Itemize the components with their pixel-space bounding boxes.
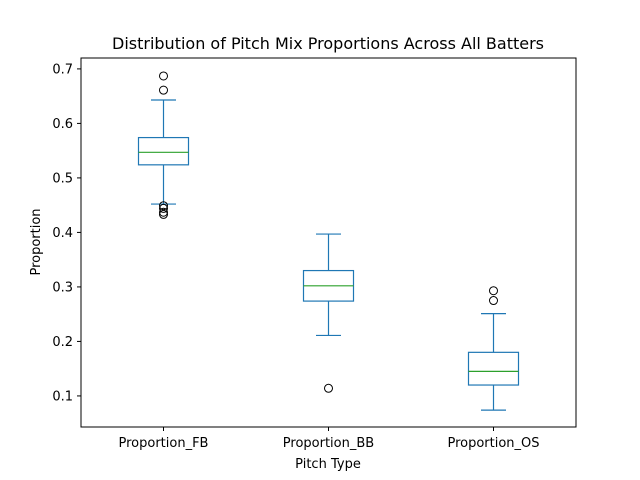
x-tick-label: Proportion_OS [447,436,539,451]
outlier-proportion-fb [159,203,168,213]
outlier-proportion-fb [159,201,168,211]
box-proportion-fb [137,136,190,166]
x-tick-label: Proportion_FB [119,436,209,451]
outlier-proportion-fb [159,209,168,219]
y-tick-label: 0.3 [52,280,73,295]
y-tick-label: 0.1 [52,389,73,404]
outlier-proportion-os [489,286,498,296]
y-tick-label: 0.4 [52,226,73,241]
outlier-proportion-fb [159,207,168,217]
outlier-proportion-bb [324,383,333,393]
plot-area: 0.1 0.2 0.3 0.4 0.5 0.6 0.7 Proportion_FB Propor… [52,57,577,451]
x-tick-label: Proportion_BB [283,436,374,451]
y-tick-label: 0.2 [52,335,73,350]
y-axis-label: Proportion [29,208,44,275]
outlier-proportion-os [489,296,498,306]
y-tick-label: 0.6 [52,117,73,132]
outlier-proportion-fb [159,85,168,95]
y-tick-label: 0.7 [52,62,73,77]
chart-title: Distribution of Pitch Mix Proportions Ac… [112,34,544,53]
x-axis-label: Pitch Type [295,457,361,472]
box-proportion-os [467,351,520,386]
y-tick-label: 0.5 [52,171,73,186]
outlier-proportion-fb [159,71,168,81]
